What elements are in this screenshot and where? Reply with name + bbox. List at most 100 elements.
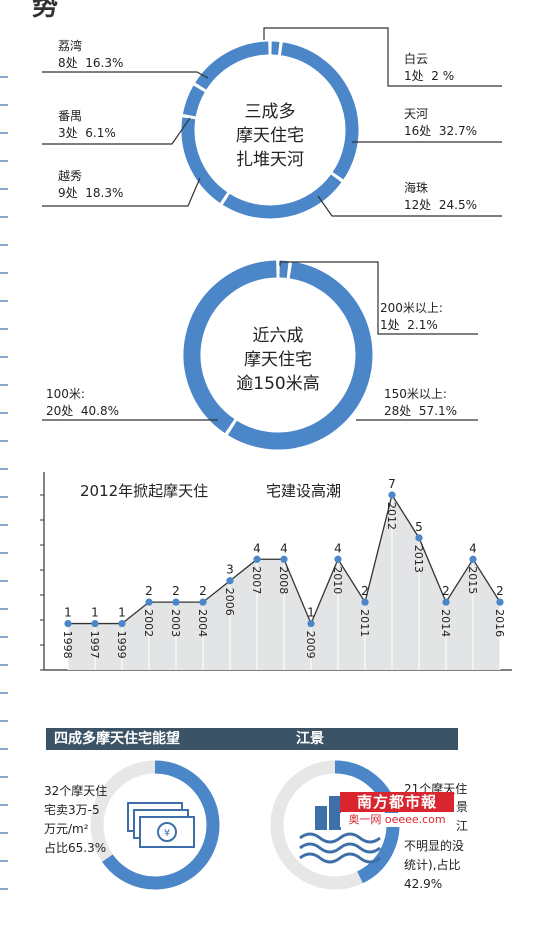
data-label: 2 xyxy=(361,584,369,598)
price-line: 宅卖3万-5 xyxy=(44,803,100,817)
data-label: 7 xyxy=(388,477,396,491)
data-label: 2 xyxy=(442,584,450,598)
price-line: 32个摩天住 xyxy=(44,784,108,798)
label-name: 荔湾 xyxy=(58,39,83,53)
label-value: 16处 32.7% xyxy=(404,124,478,138)
area-chart-title-a: 2012年掀起摩天住 xyxy=(80,482,209,500)
edge-tick xyxy=(0,300,8,302)
data-label: 1 xyxy=(118,606,126,620)
data-label: 2 xyxy=(496,584,504,598)
banner-left-text: 四成多摩天住宅能望 xyxy=(54,731,180,747)
data-point xyxy=(91,619,99,628)
edge-tick xyxy=(0,132,8,134)
edge-tick xyxy=(0,468,8,470)
leader-line xyxy=(42,177,201,207)
edge-tick xyxy=(0,76,8,78)
page-edge-ticks xyxy=(0,0,8,928)
donut2-center-line: 逾150米高 xyxy=(236,374,320,394)
data-point xyxy=(64,619,72,628)
leader-line xyxy=(42,71,209,79)
edge-tick xyxy=(0,104,8,106)
tick-label: 2016 xyxy=(493,609,506,637)
tick-label: 2003 xyxy=(169,609,182,637)
tick-label: 2015 xyxy=(466,566,479,594)
donut2-center-line: 近六成 xyxy=(252,326,304,346)
label-100m: 100米: 20处 40.8% xyxy=(46,386,119,420)
donut-slice-2 xyxy=(227,261,373,450)
label-value: 28处 57.1% xyxy=(384,404,458,418)
edge-tick xyxy=(0,328,8,330)
building-river-icon xyxy=(299,796,381,864)
price-line: 万元/m² xyxy=(44,822,89,836)
river-text-line: 江 xyxy=(456,819,469,833)
label-baiyun: 白云 1处 2 % xyxy=(404,51,454,85)
donut-slice-5 xyxy=(182,85,205,117)
data-point xyxy=(199,598,207,606)
edge-tick xyxy=(0,216,8,218)
price-text: 32个摩天住 宅卖3万-5 万元/m² 占比65.3% xyxy=(44,782,107,858)
data-label: 1 xyxy=(307,606,315,620)
data-point xyxy=(334,555,342,563)
donut-slice-3 xyxy=(183,260,277,434)
data-label: 2 xyxy=(172,584,180,598)
data-point xyxy=(496,598,504,606)
edge-tick xyxy=(0,748,8,750)
edge-tick xyxy=(0,160,8,162)
edge-tick xyxy=(0,664,8,666)
label-haizhu: 海珠 12处 24.5% xyxy=(404,180,477,214)
tick-label: 2002 xyxy=(142,609,155,637)
river-line: 42.9% xyxy=(404,877,443,891)
river-line: 不明显的没 xyxy=(404,839,465,853)
data-point xyxy=(226,577,234,585)
tick-label: 2010 xyxy=(331,566,344,594)
edge-tick xyxy=(0,608,8,610)
banner-right-text: 江景 xyxy=(296,731,324,747)
data-label: 1 xyxy=(64,606,72,620)
data-label: 2 xyxy=(145,584,153,598)
edge-tick xyxy=(0,412,8,414)
donut1-center: 三成多 摩天住宅 扎堆天河 xyxy=(200,100,340,172)
label-name: 200米以上: xyxy=(380,301,443,315)
donut-district xyxy=(181,41,359,219)
donut1-center-line: 扎堆天河 xyxy=(236,150,304,170)
label-name: 越秀 xyxy=(58,169,83,183)
donut-price xyxy=(90,760,220,890)
tick-label: 2013 xyxy=(412,545,425,573)
leader-lines xyxy=(42,27,502,421)
tick-label: 2004 xyxy=(196,609,209,637)
data-point xyxy=(415,534,423,542)
edge-tick xyxy=(0,552,8,554)
banknote-icon: ¥ xyxy=(127,802,195,848)
edge-tick xyxy=(0,832,8,834)
data-point xyxy=(145,598,153,606)
data-label: 4 xyxy=(280,541,288,555)
label-panyu: 番禺 3处 6.1% xyxy=(58,108,116,142)
label-name: 100米: xyxy=(46,387,85,401)
data-label: 5 xyxy=(415,520,423,534)
donut-slice-2 xyxy=(280,42,359,180)
label-200m: 200米以上: 1处 2.1% xyxy=(380,300,443,334)
donut2-center-line: 摩天住宅 xyxy=(244,350,312,370)
label-value: 1处 2.1% xyxy=(380,318,438,332)
tick-label: 1998 xyxy=(61,631,74,659)
donut2-center: 近六成 摩天住宅 逾150米高 xyxy=(208,324,348,396)
data-label: 1 xyxy=(91,606,99,620)
donut-height xyxy=(183,260,373,450)
leader-line xyxy=(263,27,502,87)
label-name: 天河 xyxy=(404,107,429,121)
edge-tick xyxy=(0,384,8,386)
label-value: 3处 6.1% xyxy=(58,126,116,140)
edge-tick xyxy=(0,496,8,498)
label-value: 20处 40.8% xyxy=(46,404,120,418)
area-chart-title-b: 宅建设高潮 xyxy=(266,482,342,500)
label-yuexiu: 越秀 9处 18.3% xyxy=(58,168,123,202)
edge-tick xyxy=(0,804,8,806)
edge-tick xyxy=(0,244,8,246)
edge-tick xyxy=(0,692,8,694)
label-name: 白云 xyxy=(404,52,429,66)
header-fragment: 势 xyxy=(32,0,59,22)
river-text-bottom: 不明显的没 统计),占比 42.9% xyxy=(404,837,464,894)
donut-slice-4 xyxy=(181,117,228,203)
data-point xyxy=(469,555,477,563)
